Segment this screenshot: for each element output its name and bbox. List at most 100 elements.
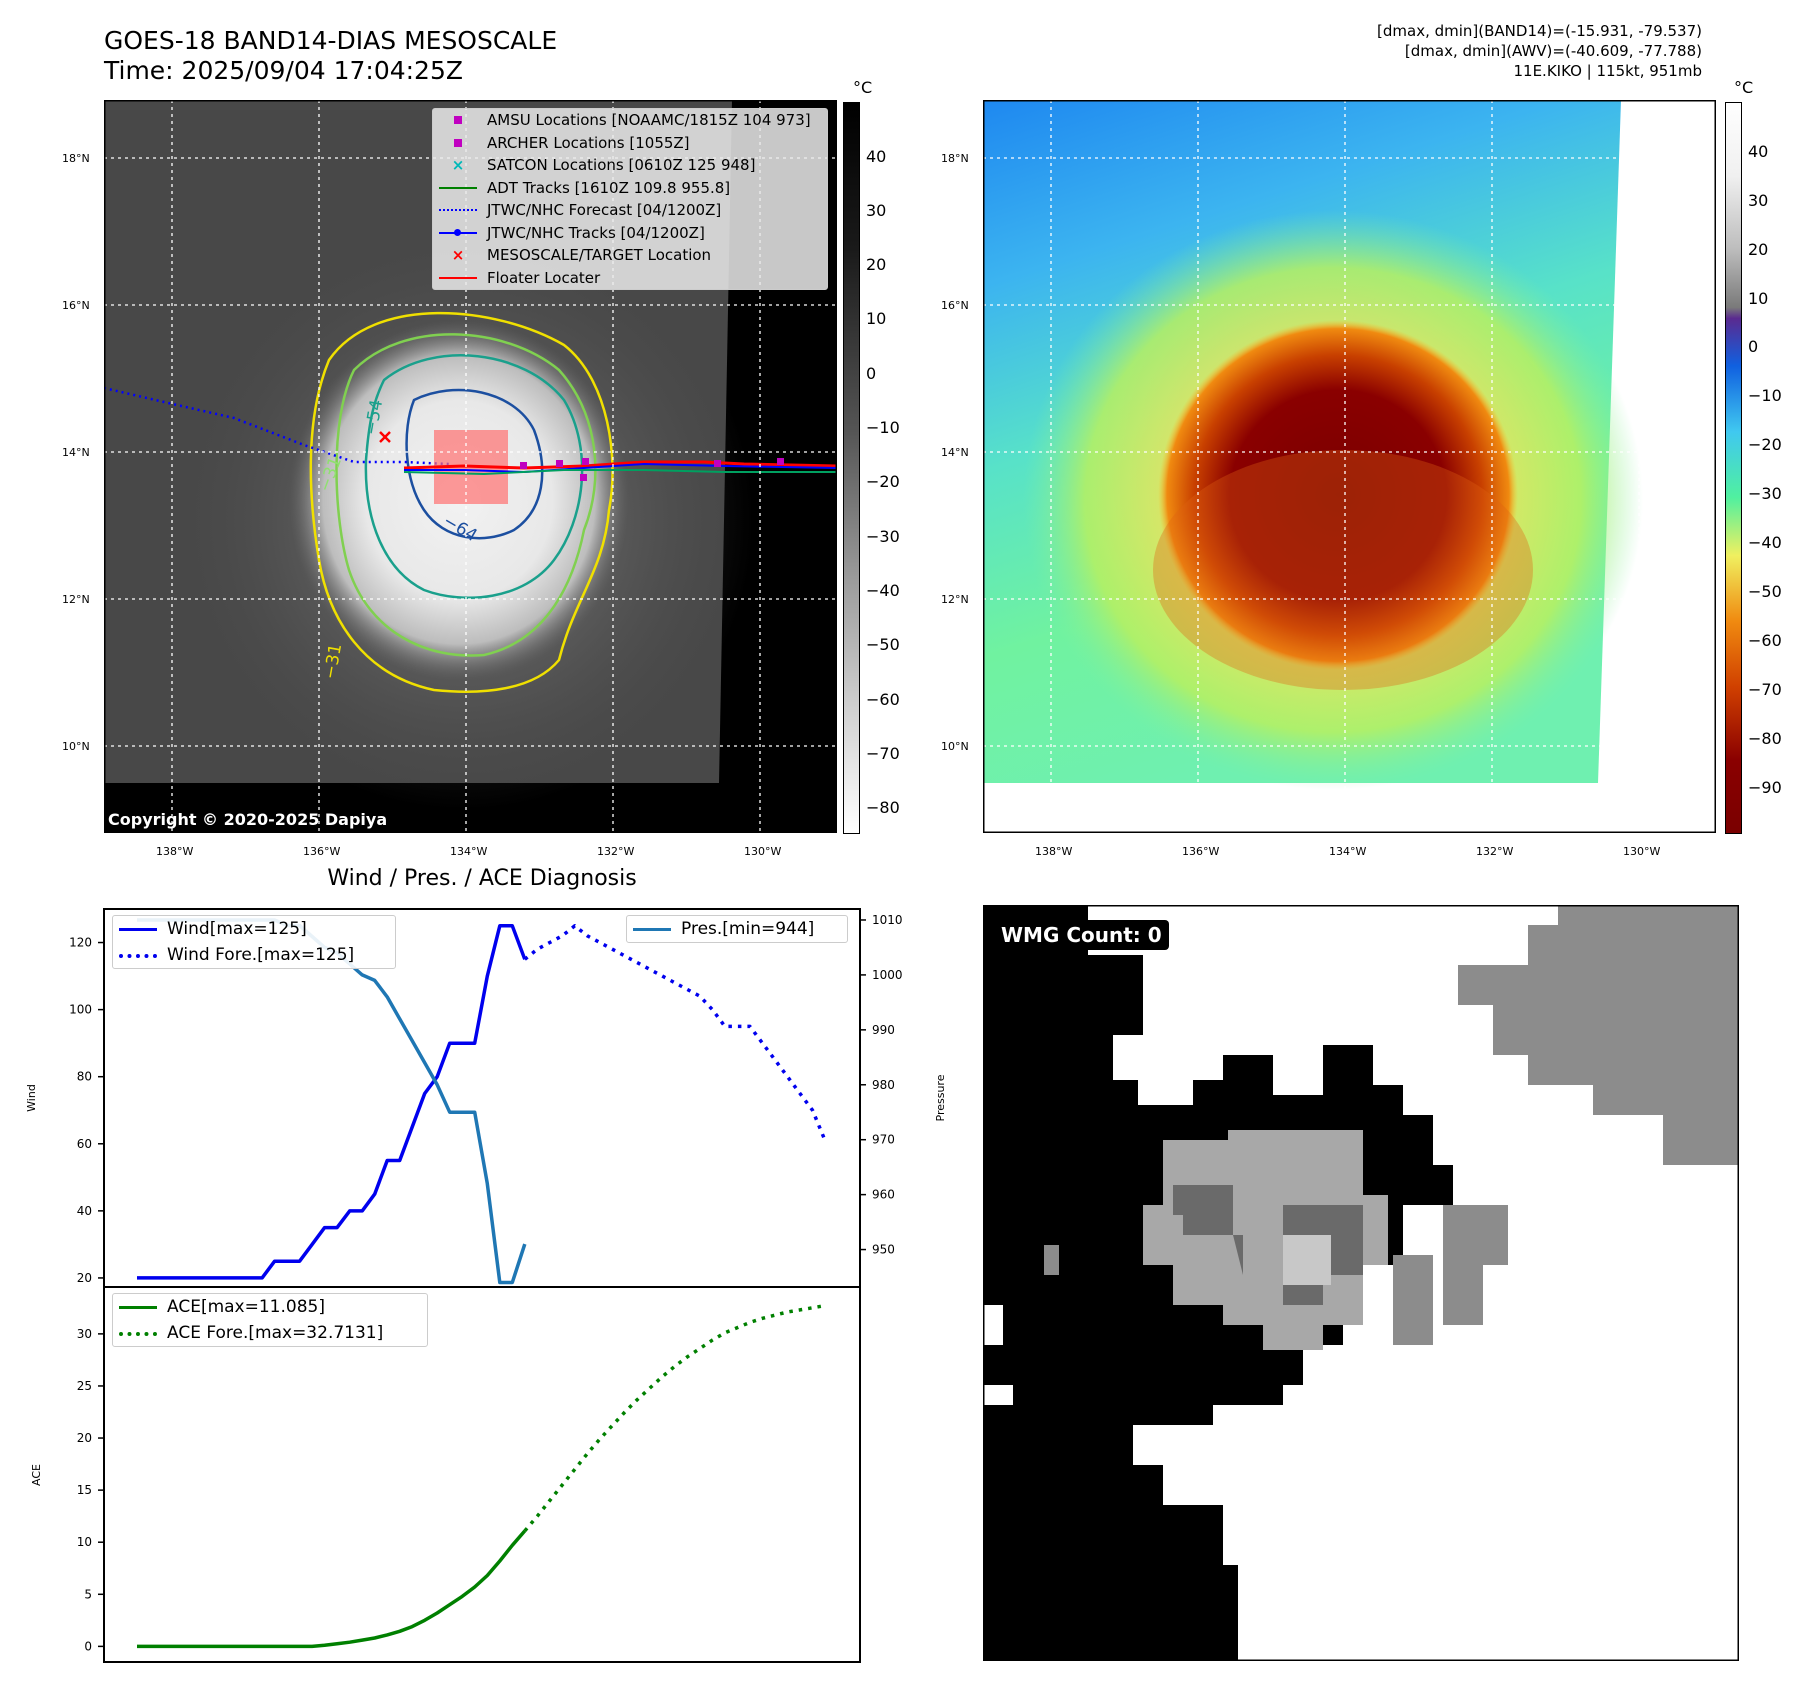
ir-tick: 0 [866, 364, 877, 383]
ir-tick: −40 [866, 581, 900, 600]
legend-ace-forecast: ACE Fore.[max=32.7131] [113, 1320, 427, 1346]
wv-tick: −70 [1748, 680, 1782, 699]
wmg-grey-patch-2 [1443, 1265, 1483, 1325]
ir-colorbar-unit: °C [853, 78, 873, 97]
wv-gridlines [983, 100, 1716, 833]
line-dot-icon [439, 225, 477, 241]
ace-legend: ACE[max=11.085] ACE Fore.[max=32.7131] [112, 1293, 428, 1347]
right-ytick-label: 990 [872, 1023, 895, 1037]
wv-lon-label-138: 138°W [1035, 845, 1073, 858]
wmg-grey-patch-1 [1443, 1205, 1508, 1265]
wv-tick: −10 [1748, 386, 1782, 405]
diagnosis-title: Wind / Pres. / ACE Diagnosis [327, 866, 637, 891]
legend-label: Wind[max=125] [167, 919, 307, 939]
ir-tick: 30 [866, 201, 887, 220]
info-band14: [dmax, dmin](BAND14)=(-15.931, -79.537) [1377, 22, 1702, 40]
square-marker-icon [439, 135, 477, 151]
series-line-wind-fore- [523, 924, 827, 1142]
right-ytick-label: 950 [872, 1243, 895, 1257]
wv-map-frame [983, 100, 1716, 833]
x-marker-icon: × [451, 156, 465, 175]
amsu-markers [520, 458, 784, 481]
lat-label-14: 14°N [62, 446, 90, 459]
legend-label: SATCON Locations [0610Z 125 948] [487, 156, 756, 175]
ir-colorbar [843, 102, 860, 834]
wmg-grey-cloud [1458, 905, 1739, 1165]
target-marker [379, 431, 391, 443]
legend-jtwc-forecast: JTWC/NHC Forecast [04/1200Z] [433, 199, 827, 222]
legend-satcon: × SATCON Locations [0610Z 125 948] [433, 154, 827, 177]
legend-archer: ARCHER Locations [1055Z] [433, 132, 827, 155]
wv-tick: 20 [1748, 240, 1769, 259]
jtwc-forecast-track [104, 386, 450, 466]
line-icon [439, 180, 477, 196]
series-line-wind [137, 924, 527, 1280]
legend-adt: ADT Tracks [1610Z 109.8 955.8] [433, 177, 827, 200]
left-ytick-label: 10 [77, 1535, 92, 1549]
ir-tick: −80 [866, 798, 900, 817]
ir-tick: −70 [866, 744, 900, 763]
legend-label: JTWC/NHC Tracks [04/1200Z] [487, 223, 705, 242]
lat-label-12: 12°N [62, 593, 90, 606]
wv-lat-label-14: 14°N [941, 446, 969, 459]
line-icon [633, 921, 671, 937]
legend-label: ACE Fore.[max=32.7131] [167, 1323, 384, 1343]
left-ytick-label: 120 [69, 936, 92, 950]
ir-tick: −30 [866, 527, 900, 546]
left-ytick-label: 5 [84, 1587, 92, 1601]
wmg-grey-patch-3 [1393, 1255, 1433, 1345]
lon-label-136: 136°W [303, 845, 341, 858]
ir-tick: 20 [866, 255, 887, 274]
legend-floater: Floater Locater [433, 267, 827, 290]
legend-pressure: Pres.[min=944] [627, 916, 847, 942]
left-ytick-label: 20 [77, 1271, 92, 1285]
wmg-grey-patch-4 [1044, 1245, 1059, 1275]
wv-tick: 30 [1748, 191, 1769, 210]
legend-label: JTWC/NHC Forecast [04/1200Z] [487, 201, 722, 220]
legend-label: AMSU Locations [NOAAMC/1815Z 104 973] [487, 111, 811, 130]
ace-plot-area: 0 5 10 15 20 25 30 [77, 1303, 826, 1653]
legend-label: Pres.[min=944] [681, 919, 815, 939]
pressure-legend: Pres.[min=944] [626, 915, 848, 943]
wv-lon-label-132: 132°W [1476, 845, 1514, 858]
left-ytick-label: 80 [77, 1070, 92, 1084]
x-marker-icon: × [451, 246, 465, 265]
lon-label-130: 130°W [744, 845, 782, 858]
wv-tick: −30 [1748, 484, 1782, 503]
legend-ace: ACE[max=11.085] [113, 1294, 427, 1320]
legend-label: Floater Locater [487, 268, 601, 287]
series-line-ace [137, 1529, 527, 1649]
legend-label: ACE[max=11.085] [167, 1297, 325, 1317]
wv-tick: −90 [1748, 778, 1782, 797]
right-ytick-label: 1000 [872, 968, 903, 982]
wv-lat-label-18: 18°N [941, 152, 969, 165]
ace-axes-frame [103, 1286, 861, 1663]
lat-label-18: 18°N [62, 152, 90, 165]
dotted-line-icon [119, 947, 157, 963]
wv-south-rainbands [1153, 450, 1533, 690]
line-icon [439, 270, 477, 286]
wv-lat-label-16: 16°N [941, 299, 969, 312]
wv-tick: −50 [1748, 582, 1782, 601]
ir-tick: −60 [866, 690, 900, 709]
map-legend: AMSU Locations [NOAAMC/1815Z 104 973] AR… [432, 108, 828, 290]
left-ytick-label: 40 [77, 1204, 92, 1218]
lon-label-134: 134°W [450, 845, 488, 858]
wv-tick: 10 [1748, 289, 1769, 308]
left-ytick-label: 15 [77, 1483, 92, 1497]
lat-label-16: 16°N [62, 299, 90, 312]
ir-tick: 40 [866, 147, 887, 166]
wind-pressure-chart: Wind Pressure 20 40 60 80 100 120 950 960 970 980… [25, 908, 947, 1289]
dotted-line-icon [439, 202, 477, 218]
right-ytick-label: 980 [872, 1078, 895, 1092]
copyright-text: Copyright © 2020-2025 Dapiya [108, 810, 388, 829]
wind-ylabel: Wind [25, 1084, 38, 1112]
lon-label-138: 138°W [156, 845, 194, 858]
wmg-count-badge: WMG Count: 0 [994, 920, 1169, 950]
legend-jtwc-tracks: JTWC/NHC Tracks [04/1200Z] [433, 222, 827, 245]
wind-legend: Wind[max=125] Wind Fore.[max=125] [112, 915, 396, 969]
wv-lat-label-10: 10°N [941, 740, 969, 753]
wv-map [983, 100, 1716, 833]
wv-tick: −20 [1748, 435, 1782, 454]
left-ytick-label: 60 [77, 1137, 92, 1151]
